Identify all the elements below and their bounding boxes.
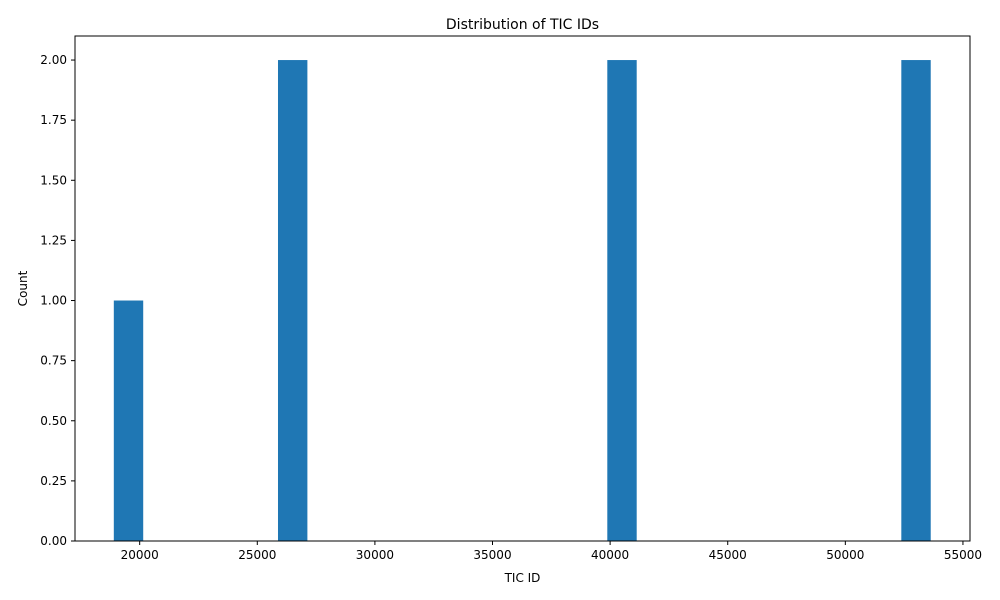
y-tick-label: 2.00 (40, 53, 67, 67)
bars-layer (113, 60, 931, 542)
x-tick-label: 20000 (121, 548, 159, 562)
x-tick-label: 55000 (944, 548, 982, 562)
y-tick-label: 0.50 (40, 414, 67, 428)
histogram-bar (901, 60, 931, 542)
plot-frame (74, 35, 971, 542)
histogram-bar (607, 60, 637, 542)
x-tick-label: 50000 (826, 548, 864, 562)
y-tick-label: 1.25 (40, 233, 67, 247)
y-axis-label: Count (16, 270, 30, 306)
x-tick-label: 45000 (709, 548, 747, 562)
y-tick-label: 0.25 (40, 474, 67, 488)
y-tick-label: 1.00 (40, 294, 67, 308)
histogram-bar (113, 300, 144, 541)
x-tick-label: 30000 (356, 548, 394, 562)
histogram-bar (277, 60, 308, 542)
y-tick-label: 0.00 (40, 534, 67, 548)
x-tick-label: 25000 (238, 548, 276, 562)
x-axis-label: TIC ID (504, 571, 541, 585)
x-axis-ticks: 20000 25000 30000 35000 40000 45000 50000 55000 (121, 541, 982, 562)
x-tick-label: 40000 (591, 548, 629, 562)
y-axis-ticks: 0.00 0.25 0.50 0.75 1.00 1.25 1.50 1.75 2.00 (40, 53, 75, 548)
y-tick-label: 1.75 (40, 113, 67, 127)
y-tick-label: 0.75 (40, 354, 67, 368)
chart-title: Distribution of TIC IDs (446, 17, 599, 33)
y-tick-label: 1.50 (40, 173, 67, 187)
x-tick-label: 35000 (473, 548, 511, 562)
